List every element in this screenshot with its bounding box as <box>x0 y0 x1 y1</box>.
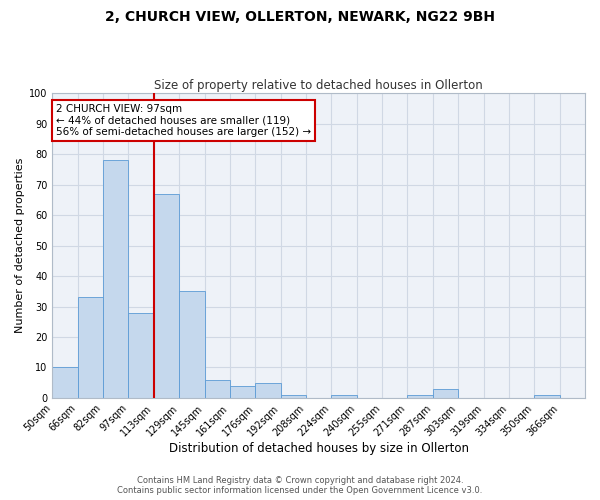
Bar <box>230 386 255 398</box>
Bar <box>407 395 433 398</box>
X-axis label: Distribution of detached houses by size in Ollerton: Distribution of detached houses by size … <box>169 442 469 455</box>
Title: Size of property relative to detached houses in Ollerton: Size of property relative to detached ho… <box>154 79 483 92</box>
Bar <box>179 292 205 398</box>
Bar <box>52 368 78 398</box>
Y-axis label: Number of detached properties: Number of detached properties <box>15 158 25 334</box>
Bar <box>534 395 560 398</box>
Bar <box>154 194 179 398</box>
Bar <box>128 312 154 398</box>
Bar <box>78 298 103 398</box>
Bar <box>281 395 306 398</box>
Bar <box>255 382 281 398</box>
Bar <box>433 389 458 398</box>
Text: Contains HM Land Registry data © Crown copyright and database right 2024.
Contai: Contains HM Land Registry data © Crown c… <box>118 476 482 495</box>
Bar <box>103 160 128 398</box>
Text: 2, CHURCH VIEW, OLLERTON, NEWARK, NG22 9BH: 2, CHURCH VIEW, OLLERTON, NEWARK, NG22 9… <box>105 10 495 24</box>
Bar <box>205 380 230 398</box>
Bar <box>331 395 357 398</box>
Text: 2 CHURCH VIEW: 97sqm
← 44% of detached houses are smaller (119)
56% of semi-deta: 2 CHURCH VIEW: 97sqm ← 44% of detached h… <box>56 104 311 137</box>
